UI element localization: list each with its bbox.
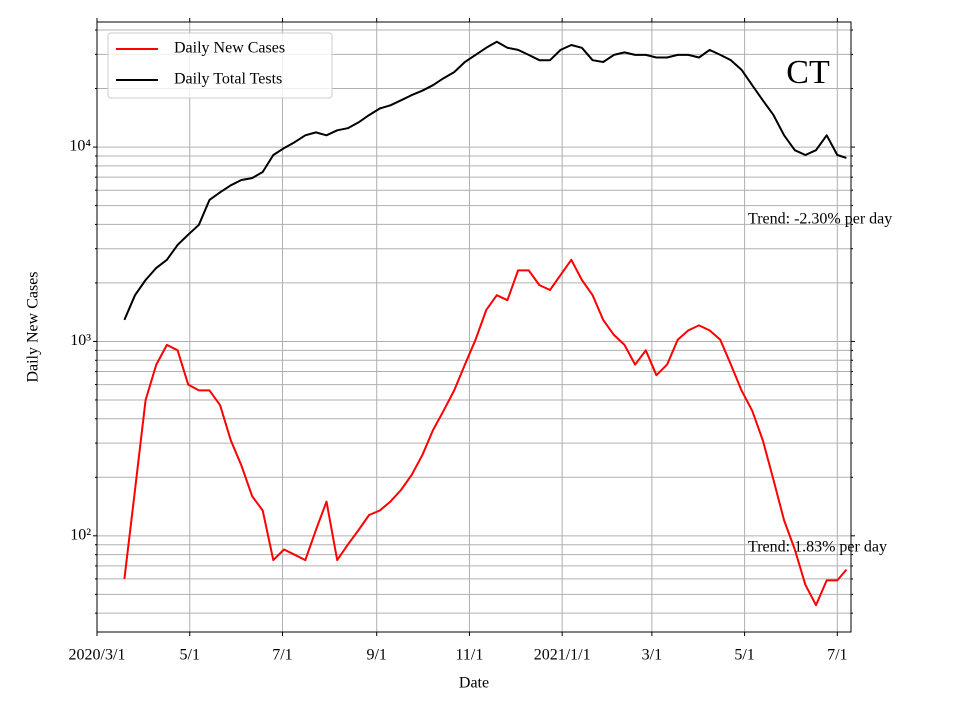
x-tick-label: 2020/3/1 xyxy=(69,647,126,664)
plot-frame xyxy=(96,21,852,633)
legend: Daily New Cases Daily Total Tests xyxy=(107,32,333,99)
state-label: CT xyxy=(786,54,830,91)
legend-label: Daily Total Tests xyxy=(174,71,282,88)
y-tick-label: 10² xyxy=(70,526,91,543)
y-tick-label: 10⁴ xyxy=(69,138,91,155)
x-tick-label: 7/1 xyxy=(272,647,292,664)
legend-box xyxy=(107,32,333,99)
legend-label: Daily New Cases xyxy=(174,40,285,57)
x-tick-label: 9/1 xyxy=(366,647,386,664)
x-tick-label: 3/1 xyxy=(642,647,662,664)
x-tick-label: 11/1 xyxy=(456,647,484,664)
y-axis-label: Daily New Cases xyxy=(25,271,42,382)
x-tick-label: 5/1 xyxy=(180,647,200,664)
y-tick-label: 10³ xyxy=(70,332,91,349)
series-line xyxy=(123,258,848,607)
x-axis-label: Date xyxy=(459,675,489,692)
series-line xyxy=(123,40,847,321)
x-tick-label: 2021/1/1 xyxy=(534,647,591,664)
x-tick-label: 7/1 xyxy=(827,647,847,664)
x-tick-label: 5/1 xyxy=(734,647,754,664)
plot xyxy=(123,40,848,607)
trend-annotation: Trend: -2.30% per day xyxy=(748,211,892,228)
trend-annotation: Trend: 1.83% per day xyxy=(748,539,887,556)
